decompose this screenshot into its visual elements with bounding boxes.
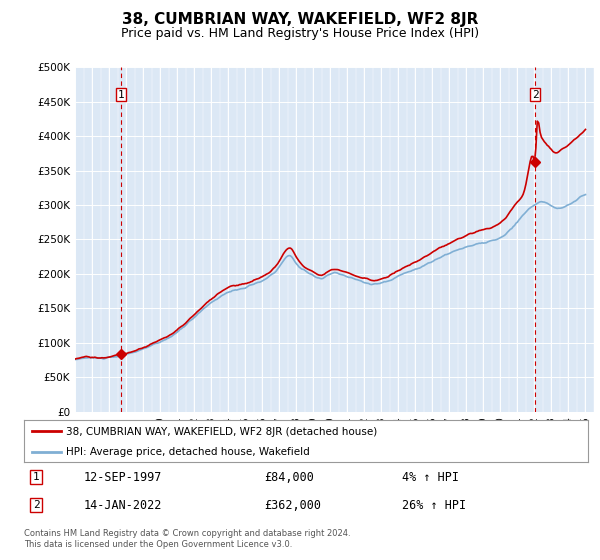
Text: 12-SEP-1997: 12-SEP-1997 [84,470,163,484]
Text: 38, CUMBRIAN WAY, WAKEFIELD, WF2 8JR: 38, CUMBRIAN WAY, WAKEFIELD, WF2 8JR [122,12,478,27]
Text: £84,000: £84,000 [264,470,314,484]
Text: 1: 1 [32,472,40,482]
Text: 38, CUMBRIAN WAY, WAKEFIELD, WF2 8JR (detached house): 38, CUMBRIAN WAY, WAKEFIELD, WF2 8JR (de… [66,427,377,437]
Text: Price paid vs. HM Land Registry's House Price Index (HPI): Price paid vs. HM Land Registry's House … [121,27,479,40]
Text: £362,000: £362,000 [264,498,321,512]
Text: HPI: Average price, detached house, Wakefield: HPI: Average price, detached house, Wake… [66,447,310,457]
Text: 26% ↑ HPI: 26% ↑ HPI [402,498,466,512]
Text: 4% ↑ HPI: 4% ↑ HPI [402,470,459,484]
Text: 14-JAN-2022: 14-JAN-2022 [84,498,163,512]
Text: 1: 1 [118,90,124,100]
Text: 2: 2 [532,90,539,100]
Text: Contains HM Land Registry data © Crown copyright and database right 2024.
This d: Contains HM Land Registry data © Crown c… [24,529,350,549]
Text: 2: 2 [32,500,40,510]
